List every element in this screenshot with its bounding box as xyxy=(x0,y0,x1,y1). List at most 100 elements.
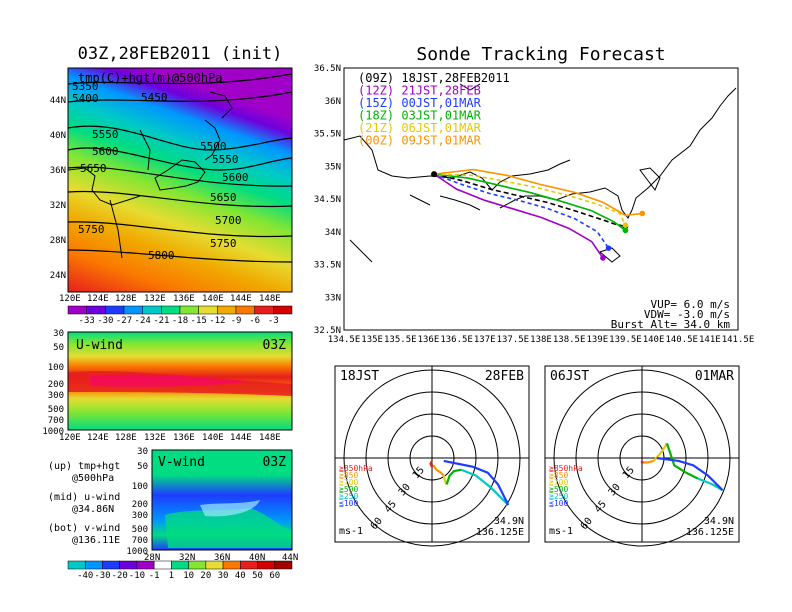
colorbar-tick-label: -9 xyxy=(231,316,242,326)
svg-text:@136.11E: @136.11E xyxy=(72,535,120,546)
map-lat-ticks: 44N 40N 36N 32N 28N 24N xyxy=(50,96,66,281)
svg-text:140E: 140E xyxy=(202,294,224,304)
svg-text:32N: 32N xyxy=(50,201,66,211)
svg-text:44N: 44N xyxy=(282,553,298,563)
svg-text:300: 300 xyxy=(132,511,148,521)
wind-colorbar-tick-label: 30 xyxy=(218,571,229,581)
u-wind-label: U-wind xyxy=(76,338,123,353)
temperature-colorbar-ticks: -33 -30 -27 -24 -21 -18 -15 -12 -9 -6 -3 xyxy=(79,316,279,326)
colorbar-swatch xyxy=(86,305,106,315)
legend-notes: (up) tmp+hgt @500hPa (mid) u-wind @34.86… xyxy=(48,461,120,546)
colorbar-tick-label: -30 xyxy=(97,316,113,326)
svg-text:136E: 136E xyxy=(173,433,195,443)
wind-colorbar-tick-label: -40 xyxy=(77,571,93,581)
svg-text:500: 500 xyxy=(132,525,148,535)
svg-text:30: 30 xyxy=(137,447,148,457)
colorbar-tick-label: -21 xyxy=(153,316,169,326)
svg-text:136E: 136E xyxy=(173,294,195,304)
map-title: 03Z,28FEB2011 (init) xyxy=(77,44,283,64)
contour-label: 5700 xyxy=(215,214,242,227)
contour-label: 5550 xyxy=(92,128,119,141)
svg-text:50: 50 xyxy=(137,462,148,472)
colorbar-tick-label: -3 xyxy=(268,316,279,326)
colorbar-swatch xyxy=(198,305,218,315)
v-wind-x-ticks: 28N 32N 36N 40N 44N xyxy=(144,553,298,563)
svg-text:24N: 24N xyxy=(50,271,66,281)
wind-colorbar xyxy=(67,560,293,570)
svg-text:28N: 28N xyxy=(144,553,160,563)
wind-colorbar-swatch xyxy=(171,560,189,570)
contour-label: 5550 xyxy=(212,153,239,166)
sonde-title: Sonde Tracking Forecast xyxy=(416,44,666,65)
wind-colorbar-swatch xyxy=(274,560,293,570)
wind-colorbar-swatch xyxy=(240,560,258,570)
u-wind-time: 03Z xyxy=(263,338,287,353)
wind-colorbar-tick-label: 50 xyxy=(252,571,263,581)
wind-colorbar-swatch xyxy=(222,560,241,570)
colorbar-tick-label: -33 xyxy=(79,316,95,326)
colorbar-swatch xyxy=(142,305,162,315)
svg-text:148E: 148E xyxy=(259,294,281,304)
colorbar-swatch xyxy=(179,305,199,315)
temperature-field xyxy=(68,68,292,292)
wind-colorbar-tick-label: 20 xyxy=(200,571,211,581)
wind-colorbar-swatch xyxy=(119,560,138,570)
svg-text:@500hPa: @500hPa xyxy=(72,473,114,484)
svg-text:@34.86N: @34.86N xyxy=(72,504,114,515)
colorbar-swatch xyxy=(217,305,237,315)
svg-text:140E: 140E xyxy=(202,433,224,443)
colorbar-swatch xyxy=(273,305,293,315)
v-wind-time: 03Z xyxy=(263,455,287,470)
v-wind-y-ticks: 30 50 100 200 300 500 700 1000 xyxy=(126,447,148,557)
wind-colorbar-swatch xyxy=(67,560,86,570)
contour-label: 5400 xyxy=(72,92,99,105)
wind-colorbar-tick-label: -30 xyxy=(94,571,110,581)
svg-text:700: 700 xyxy=(48,416,64,426)
contour-label: 5800 xyxy=(148,249,175,262)
svg-text:1000: 1000 xyxy=(126,547,148,557)
svg-text:124E: 124E xyxy=(87,433,109,443)
svg-text:700: 700 xyxy=(132,536,148,546)
svg-text:148E: 148E xyxy=(259,433,281,443)
v-wind-label: V-wind xyxy=(158,455,205,470)
coastlines xyxy=(68,91,233,259)
svg-text:(bot) v-wind: (bot) v-wind xyxy=(48,523,120,534)
svg-text:50: 50 xyxy=(53,343,64,353)
contour-label: 5350 xyxy=(72,80,99,93)
svg-text:32N: 32N xyxy=(179,553,195,563)
svg-text:200: 200 xyxy=(132,500,148,510)
svg-text:120E: 120E xyxy=(59,433,81,443)
wind-colorbar-tick-label: 40 xyxy=(235,571,246,581)
svg-text:144E: 144E xyxy=(230,294,252,304)
wind-colorbar-ticks: -40 -30 -20 -10 -1 1 10 20 30 40 50 60 xyxy=(77,571,280,581)
contour-label: 5600 xyxy=(222,171,249,184)
contour-label: 5450 xyxy=(141,91,168,104)
u-wind-y-ticks: 30 50 100 200 300 500 700 1000 xyxy=(42,329,64,437)
svg-text:128E: 128E xyxy=(115,433,137,443)
wind-colorbar-swatch xyxy=(136,560,155,570)
wind-colorbar-tick-label: 60 xyxy=(269,571,280,581)
colorbar-tick-label: -27 xyxy=(116,316,132,326)
wind-colorbar-tick-label: 10 xyxy=(183,571,194,581)
colorbar-swatch xyxy=(105,305,125,315)
svg-text:1000: 1000 xyxy=(42,427,64,437)
svg-text:36N: 36N xyxy=(214,553,230,563)
svg-text:132E: 132E xyxy=(144,433,166,443)
colorbar-swatch xyxy=(67,305,87,315)
wind-colorbar-swatch xyxy=(84,560,103,570)
svg-text:500: 500 xyxy=(48,405,64,415)
colorbar-swatch xyxy=(235,305,255,315)
svg-text:40N: 40N xyxy=(50,131,66,141)
svg-text:(mid) u-wind: (mid) u-wind xyxy=(48,492,120,503)
svg-text:144E: 144E xyxy=(230,433,252,443)
colorbar-swatch xyxy=(123,305,143,315)
wind-colorbar-tick-label: -1 xyxy=(149,571,160,581)
svg-text:28N: 28N xyxy=(50,236,66,246)
contour-label: 5750 xyxy=(210,237,237,250)
temperature-colorbar xyxy=(67,305,293,315)
wind-colorbar-swatch xyxy=(102,560,120,570)
wind-colorbar-swatch xyxy=(205,560,224,570)
svg-text:128E: 128E xyxy=(115,294,137,304)
contour-label: 5600 xyxy=(92,145,119,158)
